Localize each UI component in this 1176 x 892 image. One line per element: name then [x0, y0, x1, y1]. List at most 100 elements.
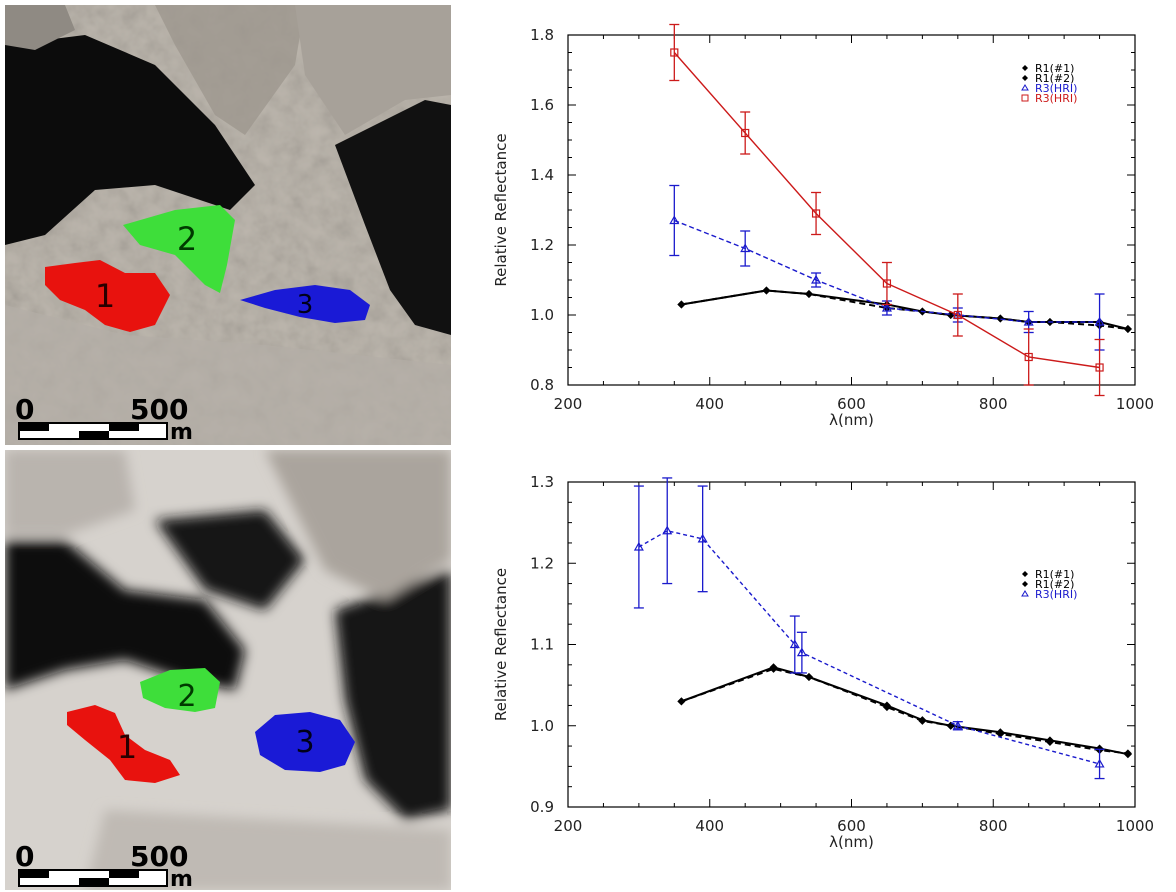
x-axis-label: λ(nm) — [829, 833, 874, 851]
data-point — [811, 209, 821, 218]
x-tick-label: 1000 — [1116, 817, 1154, 835]
y-tick-label: 1.2 — [530, 236, 554, 254]
y-tick-label: 1.0 — [530, 717, 554, 735]
y-tick-label: 1.0 — [530, 306, 554, 324]
data-point — [882, 279, 892, 288]
legend-marker — [1021, 94, 1029, 102]
data-point — [669, 215, 680, 225]
data-point — [952, 720, 963, 730]
scale-end: 500 — [130, 393, 188, 426]
x-tick-label: 800 — [979, 395, 1008, 413]
series-line — [681, 666, 1129, 756]
y-tick-label: 1.6 — [530, 96, 554, 114]
data-point — [996, 729, 1005, 738]
x-axis-label: λ(nm) — [829, 411, 874, 429]
y-tick-label: 1.2 — [530, 554, 554, 572]
series-line — [681, 289, 1129, 330]
data-point — [811, 274, 822, 284]
region-3-top — [240, 285, 370, 323]
legend-label: R1(#1) — [1035, 62, 1074, 75]
legend-marker — [1022, 571, 1028, 577]
data-point — [740, 243, 751, 253]
y-axis-label: Relative Reflectance — [492, 133, 510, 286]
data-point — [1094, 316, 1105, 326]
legend-label: R1(#2) — [1035, 578, 1074, 591]
y-tick-label: 0.9 — [530, 798, 554, 816]
region-2-top — [123, 205, 235, 293]
x-tick-label: 800 — [979, 817, 1008, 835]
region-label-3-top: 3 — [297, 290, 314, 320]
data-point — [918, 716, 927, 725]
y-tick-label: 1.8 — [530, 26, 554, 44]
scale-unit: m — [170, 867, 193, 890]
comet-image-bottom: 1 2 3 0 500 m — [5, 450, 451, 890]
series-line — [681, 667, 1129, 755]
x-tick-label: 600 — [837, 395, 866, 413]
region-label-1-top: 1 — [95, 277, 115, 315]
data-point — [1024, 352, 1033, 362]
legend-marker — [1021, 590, 1029, 597]
x-tick-label: 400 — [695, 817, 724, 835]
legend-label: R3(HRI) — [1035, 82, 1077, 95]
region-1-top — [45, 260, 170, 332]
y-tick-label: 1.1 — [530, 636, 554, 654]
comet-image-top: 1 2 3 0 500 m — [5, 5, 451, 445]
data-point — [796, 647, 807, 657]
legend-marker — [1022, 581, 1028, 587]
chart-svg-bottom: 200 400 600 800 1000 0.9 1.0 1.1 1.2 1.3 λ(nm) Rela… — [492, 473, 1154, 851]
data-point — [741, 128, 750, 138]
data-point — [633, 541, 644, 551]
data-point — [1123, 325, 1132, 333]
legend-marker — [1022, 65, 1028, 71]
legend-marker — [1021, 84, 1029, 91]
y-tick-label: 1.4 — [530, 166, 554, 184]
plot-frame — [567, 481, 1136, 808]
data-point — [1123, 749, 1132, 758]
data-point — [677, 697, 686, 706]
data-point — [804, 673, 813, 681]
legend-label: R1(#1) — [1035, 568, 1074, 581]
data-point — [882, 703, 891, 712]
x-tick-label: 200 — [554, 817, 583, 835]
x-tick-label: 1000 — [1116, 395, 1154, 413]
legend-marker — [1022, 75, 1028, 81]
data-point — [670, 48, 679, 57]
legend-label: R3(HRI) — [1035, 92, 1077, 105]
data-point — [789, 639, 800, 649]
data-point — [762, 286, 771, 295]
scale-bar-top: 0 500 m — [15, 393, 193, 445]
data-point — [953, 310, 962, 320]
data-point — [804, 290, 813, 298]
data-point — [996, 314, 1005, 323]
legend-label: R1(#2) — [1035, 72, 1074, 85]
region-label-2-top: 2 — [177, 220, 197, 258]
data-point — [697, 533, 708, 543]
data-point — [1023, 316, 1034, 326]
y-axis-label: Relative Reflectance — [492, 568, 510, 721]
x-tick-label: 200 — [554, 395, 583, 413]
data-point — [662, 525, 673, 535]
scale-bar-bottom: 0 500 m — [15, 840, 193, 890]
region-1-bottom — [67, 705, 180, 783]
x-tick-label: 400 — [695, 395, 724, 413]
data-point — [1094, 758, 1105, 768]
scale-end: 500 — [130, 840, 188, 873]
y-tick-label: 0.8 — [530, 376, 554, 394]
region-3-bottom — [255, 712, 355, 772]
y-tick-label: 1.3 — [530, 473, 554, 491]
scale-start: 0 — [15, 393, 34, 426]
x-tick-label: 600 — [837, 817, 866, 835]
data-point — [881, 302, 892, 312]
series-line — [638, 530, 1100, 765]
scale-unit: m — [170, 420, 193, 445]
region-label-2-bottom: 2 — [177, 679, 196, 714]
reflectance-chart-bottom: 200 400 600 800 1000 0.9 1.0 1.1 1.2 1.3 λ(nm) Rela… — [480, 462, 1170, 887]
reflectance-chart-top: 200 400 600 800 1000 0.8 1.0 1.2 1.4 1.6 1.8 λ(nm) R… — [480, 10, 1170, 440]
data-point — [769, 664, 778, 673]
region-2-bottom — [140, 668, 220, 712]
data-point — [1095, 363, 1104, 372]
region-label-1-bottom: 1 — [117, 728, 137, 766]
chart-svg-top: 200 400 600 800 1000 0.8 1.0 1.2 1.4 1.6 1.8 λ(nm) R… — [492, 23, 1154, 429]
legend-label: R3(HRI) — [1035, 588, 1077, 601]
data-point — [1045, 738, 1054, 746]
